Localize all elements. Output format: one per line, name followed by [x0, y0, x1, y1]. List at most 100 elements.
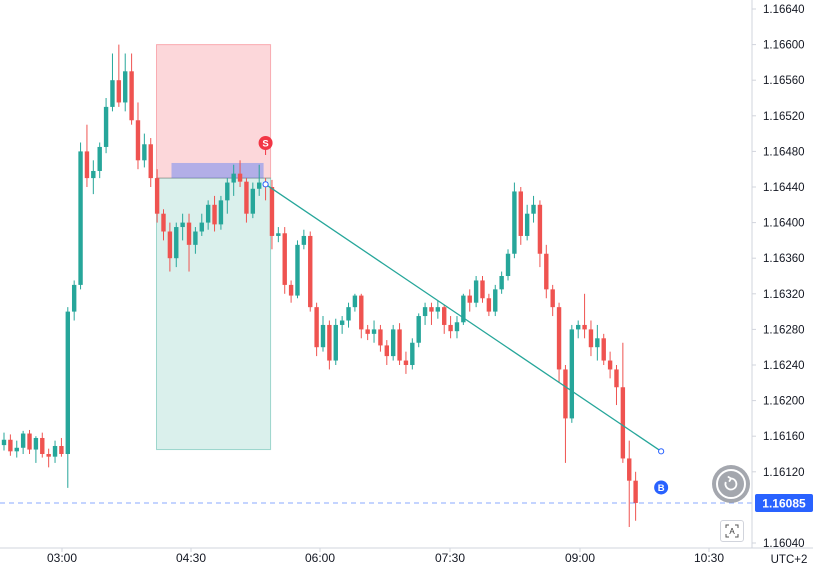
candle[interactable]: [84, 124, 90, 187]
candle[interactable]: [8, 434, 13, 456]
candle[interactable]: [212, 195, 217, 232]
candle[interactable]: [627, 440, 632, 527]
candle[interactable]: [27, 429, 32, 454]
candle[interactable]: [620, 342, 626, 463]
candle[interactable]: [601, 333, 606, 365]
candle[interactable]: [556, 302, 562, 383]
candle[interactable]: [135, 102, 141, 170]
candle[interactable]: [123, 53, 128, 112]
candle[interactable]: [442, 304, 447, 334]
candle[interactable]: [218, 195, 224, 230]
candle[interactable]: [435, 300, 441, 319]
candle[interactable]: [397, 323, 402, 365]
candle[interactable]: [314, 302, 319, 357]
candle[interactable]: [569, 324, 575, 423]
candle[interactable]: [205, 200, 211, 230]
candle[interactable]: [320, 316, 326, 352]
candle[interactable]: [416, 313, 421, 348]
candle[interactable]: [480, 276, 485, 303]
candle[interactable]: [448, 316, 453, 339]
candle[interactable]: [422, 302, 428, 325]
candle[interactable]: [537, 200, 543, 268]
candle[interactable]: [257, 164, 262, 196]
candle[interactable]: [531, 195, 536, 223]
candle[interactable]: [390, 324, 396, 361]
candle[interactable]: [588, 320, 594, 357]
candle[interactable]: [563, 365, 568, 463]
short-position-tool[interactable]: [156, 44, 272, 451]
candle[interactable]: [46, 448, 51, 468]
candle[interactable]: [186, 213, 192, 272]
candle[interactable]: [14, 440, 19, 458]
candle[interactable]: [365, 324, 370, 341]
candle[interactable]: [250, 182, 256, 219]
candle[interactable]: [174, 222, 179, 268]
candle[interactable]: [429, 302, 434, 325]
candle[interactable]: [327, 320, 332, 370]
candle[interactable]: [614, 365, 619, 406]
candle[interactable]: [512, 182, 517, 259]
reset-chart-button[interactable]: [712, 465, 750, 503]
candle[interactable]: [486, 293, 492, 317]
candle[interactable]: [65, 307, 70, 488]
candle[interactable]: [467, 289, 472, 312]
candle[interactable]: [582, 293, 587, 339]
candle[interactable]: [237, 160, 243, 187]
candle[interactable]: [378, 324, 383, 352]
candles[interactable]: [1, 44, 638, 527]
candle[interactable]: [91, 160, 96, 195]
candle[interactable]: [71, 280, 77, 321]
candle[interactable]: [276, 227, 281, 243]
candle[interactable]: [524, 204, 530, 241]
candle[interactable]: [282, 227, 287, 294]
candle[interactable]: [339, 316, 345, 334]
candle[interactable]: [308, 231, 313, 312]
candle[interactable]: [116, 44, 122, 107]
candle[interactable]: [1, 432, 7, 451]
candle[interactable]: [269, 179, 275, 250]
candle[interactable]: [518, 187, 523, 245]
candle[interactable]: [595, 324, 600, 361]
candle[interactable]: [505, 249, 511, 281]
candle[interactable]: [454, 316, 460, 339]
candle[interactable]: [129, 53, 134, 125]
candle[interactable]: [59, 437, 64, 457]
candle[interactable]: [40, 432, 45, 458]
candle[interactable]: [20, 430, 26, 454]
candle[interactable]: [154, 169, 160, 223]
candle[interactable]: [78, 142, 83, 290]
candle[interactable]: [346, 302, 351, 328]
candle[interactable]: [110, 53, 115, 112]
candle[interactable]: [607, 351, 613, 379]
candle[interactable]: [550, 284, 555, 317]
candle[interactable]: [301, 229, 307, 250]
candle[interactable]: [97, 142, 102, 179]
candle[interactable]: [461, 293, 466, 325]
candle[interactable]: [225, 178, 230, 214]
chart-overlays[interactable]: 1.16085 S B: [0, 136, 813, 512]
candle[interactable]: [403, 351, 409, 374]
candle[interactable]: [352, 293, 358, 312]
candle[interactable]: [167, 222, 173, 272]
auto-scale-button[interactable]: A: [720, 520, 744, 542]
candle[interactable]: [52, 440, 58, 463]
candle[interactable]: [180, 213, 185, 241]
candle[interactable]: [295, 240, 300, 299]
candle[interactable]: [142, 133, 147, 168]
candle[interactable]: [199, 213, 204, 236]
candle[interactable]: [231, 164, 236, 196]
candle[interactable]: [493, 284, 498, 317]
candle[interactable]: [333, 318, 338, 365]
candle[interactable]: [193, 227, 198, 254]
candle[interactable]: [33, 436, 39, 463]
candle[interactable]: [499, 271, 504, 294]
candle[interactable]: [148, 138, 153, 187]
candle[interactable]: [384, 340, 389, 365]
candle[interactable]: [371, 320, 377, 343]
candle[interactable]: [473, 276, 479, 308]
candle[interactable]: [244, 178, 249, 223]
candle[interactable]: [633, 471, 638, 521]
candle[interactable]: [576, 320, 581, 339]
